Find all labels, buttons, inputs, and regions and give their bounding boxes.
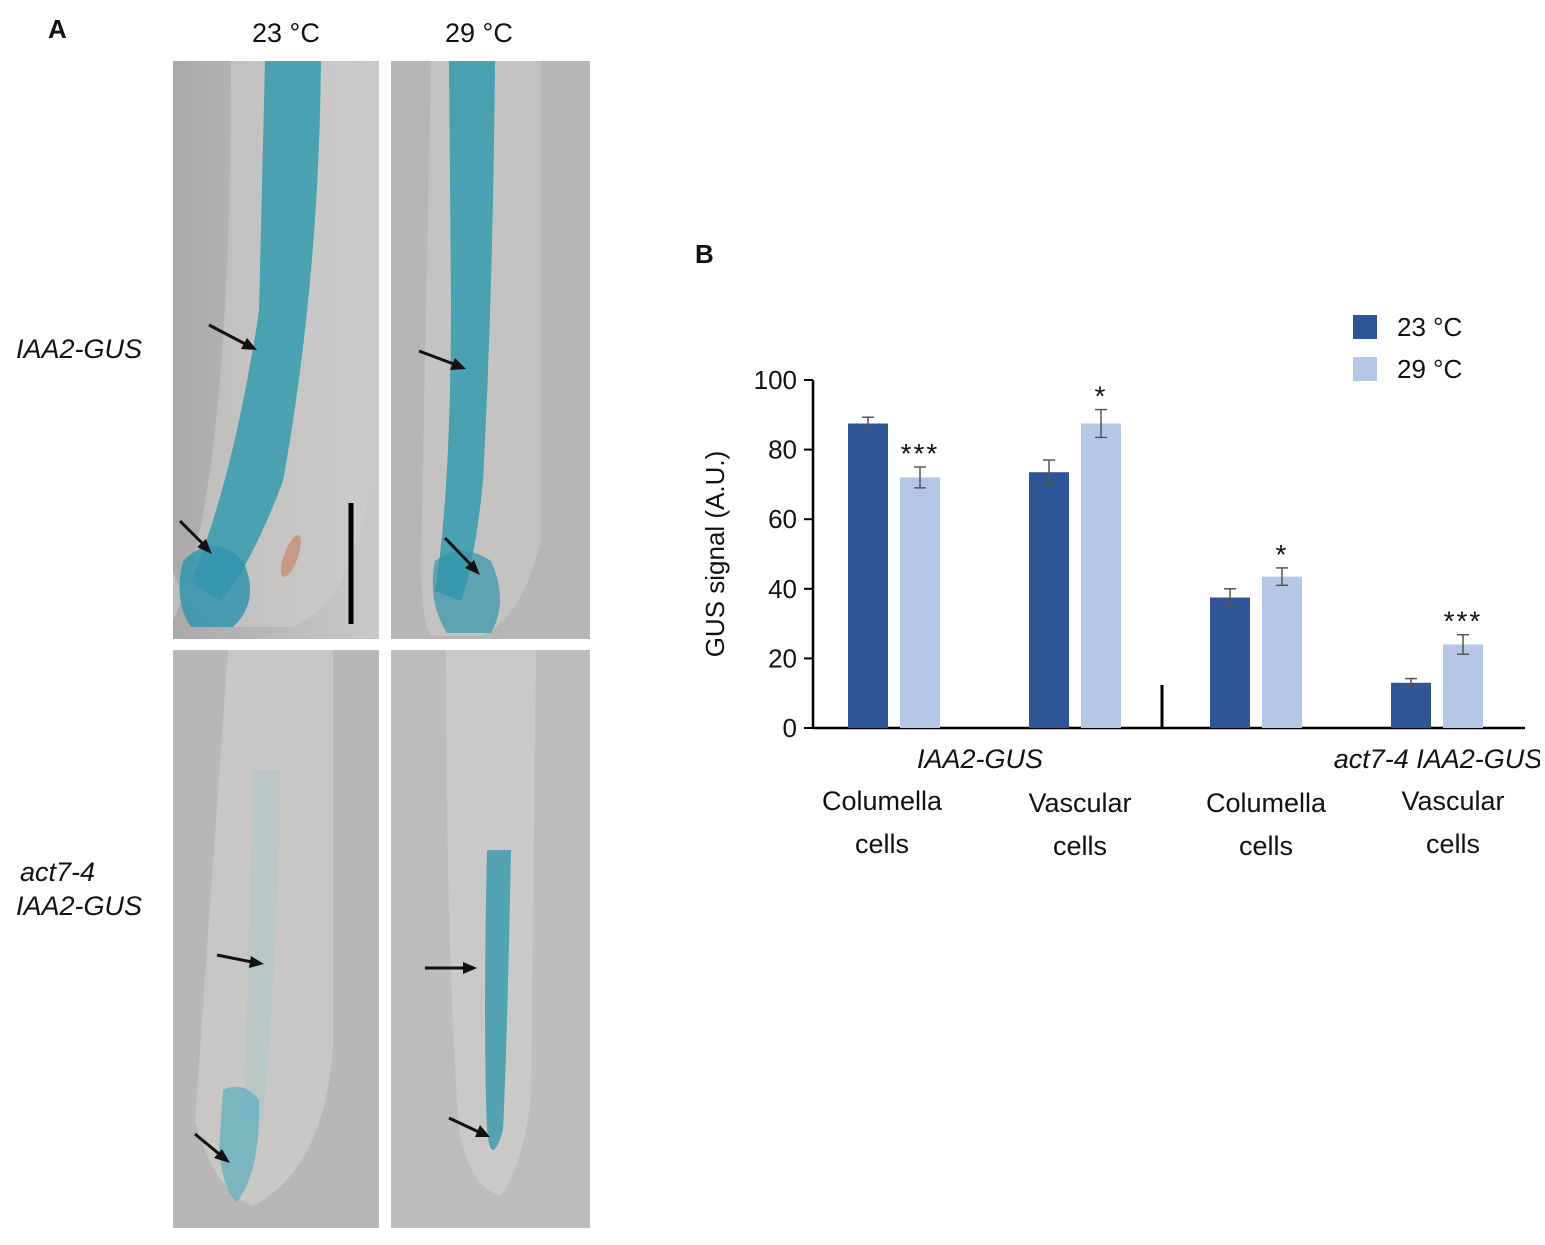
category-label-0-0: Columella — [822, 786, 943, 816]
legend-swatch-1 — [1353, 357, 1377, 381]
bar-23c-2 — [1210, 597, 1250, 728]
row-label-iaa2-gus: IAA2-GUS — [16, 334, 143, 364]
category-label-2-0: Columella — [1206, 788, 1327, 818]
significance-label: * — [1095, 381, 1108, 412]
bar-29c-0 — [900, 477, 940, 728]
bar-29c-1 — [1081, 423, 1121, 728]
category-label-2-1: cells — [1239, 831, 1293, 861]
category-label-3-0: Vascular — [1401, 786, 1504, 816]
legend-swatch-0 — [1353, 315, 1377, 339]
y-tick-label: 20 — [768, 643, 797, 673]
legend-label-0: 23 °C — [1397, 312, 1462, 342]
bar-23c-0 — [848, 423, 888, 728]
panel-letter-b: B — [695, 239, 714, 269]
legend-label-1: 29 °C — [1397, 354, 1462, 384]
panel-letter-a: A — [48, 14, 67, 44]
bar-29c-3 — [1443, 644, 1483, 728]
group-label-1: act7-4 IAA2-GUS — [1334, 744, 1540, 774]
y-tick-label: 60 — [768, 504, 797, 534]
significance-label: *** — [1444, 606, 1483, 637]
row-label-act7-4: act7-4 — [20, 857, 96, 887]
group-label-0: IAA2-GUS — [917, 744, 1043, 774]
bar-23c-3 — [1391, 682, 1431, 728]
column-header-29c: 29 °C — [445, 18, 513, 48]
bar-23c-1 — [1029, 472, 1069, 728]
category-label-0-1: cells — [855, 829, 909, 859]
category-label-3-1: cells — [1426, 829, 1480, 859]
micrograph-act7-4-29c — [391, 650, 590, 1228]
bar-29c-2 — [1262, 576, 1302, 728]
y-tick-label: 0 — [783, 713, 797, 743]
significance-label: * — [1276, 539, 1289, 570]
significance-label: *** — [901, 438, 940, 469]
micrograph-act7-4-23c — [173, 650, 379, 1228]
micrograph-iaa2-gus-29c — [391, 61, 590, 639]
category-label-1-0: Vascular — [1028, 788, 1131, 818]
row-label-iaa2-gus-2: IAA2-GUS — [16, 891, 143, 921]
column-header-23c: 23 °C — [252, 18, 320, 48]
y-tick-label: 100 — [754, 365, 797, 395]
y-tick-label: 40 — [768, 574, 797, 604]
y-axis-label: GUS signal (A.U.) — [700, 451, 730, 658]
micrograph-iaa2-gus-23c — [173, 61, 379, 639]
y-tick-label: 80 — [768, 435, 797, 465]
category-label-1-1: cells — [1053, 831, 1107, 861]
